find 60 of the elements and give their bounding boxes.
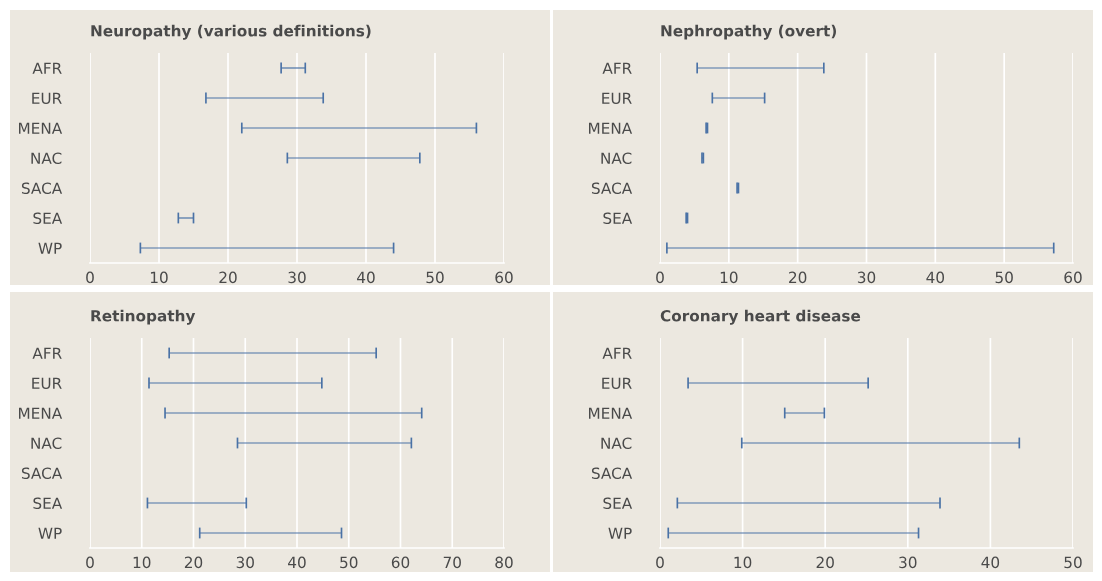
y-tick-label: SACA [591,467,633,480]
chart-title: Retinopathy [91,309,196,325]
x-tick-label: 70 [443,556,461,569]
y-tick-label: MENA [589,122,633,134]
y-tick-label: NAC [601,152,632,165]
y-tick-label: SEA [603,212,633,225]
x-tick-label: 40 [357,271,375,284]
x-tick-label: 60 [391,556,410,569]
x-tick-label: 0 [86,556,94,569]
y-tick-label: AFR [602,62,632,74]
x-tick-label: 30 [857,271,876,284]
y-tick-label: MENA [589,407,633,419]
chart-title: Coronary heart disease [660,309,861,325]
x-tick-label: 50 [426,271,444,284]
x-tick-label: 10 [150,271,168,284]
y-tick-label: EUR [602,92,632,105]
x-tick-label: 60 [495,271,513,284]
y-tick-label: WP [38,242,62,254]
x-tick-label: 0 [656,271,664,284]
x-tick-label: 30 [288,271,306,284]
x-tick-label: 50 [340,556,358,569]
y-tick-label: MENA [19,122,63,134]
y-tick-label: MENA [19,407,63,419]
x-tick-label: 80 [495,556,513,569]
x-tick-label: 0 [656,556,664,569]
y-tick-label: SEA [603,497,633,510]
y-tick-label: AFR [602,347,632,359]
x-tick-label: 40 [288,556,306,569]
x-tick-label: 10 [734,556,752,569]
y-tick-label: SACA [21,182,63,195]
y-tick-label: WP [38,527,62,539]
x-tick-label: 40 [926,271,945,284]
y-tick-label: NAC [601,437,632,450]
x-tick-label: 60 [1064,271,1082,284]
x-tick-label: 40 [981,556,1000,569]
chart-title: Neuropathy (various definitions) [91,24,371,40]
chart-title: Nephropathy (overt) [661,24,836,40]
y-tick-label: SACA [21,467,63,480]
x-tick-label: 0 [86,271,94,284]
y-tick-label: SEA [33,212,63,225]
x-tick-label: 30 [236,556,254,569]
y-tick-label: NAC [31,437,62,450]
x-tick-label: 30 [899,556,917,569]
x-tick-label: 20 [816,556,834,569]
y-tick-label: WP [608,527,632,539]
y-tick-label: NAC [31,152,62,165]
x-tick-label: 10 [133,556,151,569]
x-tick-label: 10 [720,271,738,284]
y-tick-label: EUR [32,92,62,105]
x-tick-label: 50 [995,271,1013,284]
y-tick-label: AFR [32,347,62,359]
y-tick-label: AFR [32,62,62,74]
x-tick-label: 50 [1064,556,1082,569]
y-tick-label: EUR [32,377,62,390]
y-tick-label: SEA [33,497,63,510]
x-tick-label: 20 [219,271,237,284]
y-tick-label: SACA [591,182,633,195]
x-tick-label: 20 [184,556,203,569]
y-tick-label: EUR [602,377,632,390]
x-tick-label: 20 [789,271,807,284]
